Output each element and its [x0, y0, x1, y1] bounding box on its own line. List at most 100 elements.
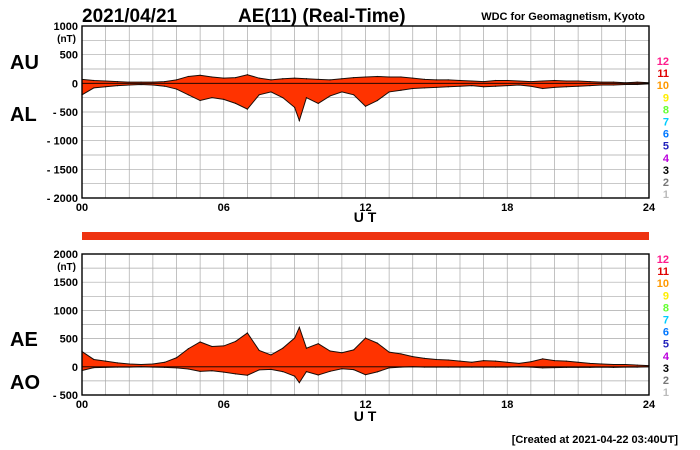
data-point-al [471, 85, 473, 87]
envelope-fill [82, 327, 649, 383]
x-tick-label: 24 [643, 399, 656, 411]
data-point-al [612, 84, 615, 86]
station-count-label: 7 [663, 117, 669, 129]
series-line-al [81, 83, 650, 123]
y-tick-label: 2000 [54, 249, 78, 261]
data-point-ae [282, 347, 284, 349]
data-point-al [317, 102, 319, 104]
x-tick-label: 00 [76, 399, 88, 411]
source-label: WDC for Geomagnetism, Kyoto [481, 11, 645, 23]
data-point-ae [164, 361, 166, 363]
plot-title: AE(11) (Real-Time) [238, 6, 406, 27]
y-tick-label: 1000 [54, 21, 78, 33]
station-count-label: 1 [663, 189, 669, 201]
data-point-au [553, 79, 556, 82]
data-point-ao [234, 373, 237, 375]
y-tick-label: 0 [72, 78, 78, 90]
data-point-ae [423, 357, 426, 359]
station-count-label: 10 [657, 278, 669, 290]
data-point-au [459, 79, 461, 82]
data-point-ae [258, 349, 260, 352]
data-point-au [223, 77, 225, 79]
data-point-ae [234, 340, 237, 343]
data-point-ao [93, 367, 95, 369]
station-count-label: 9 [663, 290, 669, 302]
station-count-label: 10 [657, 80, 669, 92]
data-point-ao [270, 368, 272, 370]
data-point-al [542, 87, 544, 90]
au-label: AU [10, 52, 39, 74]
data-point-al [175, 88, 178, 90]
data-point-ao [258, 369, 260, 371]
station-count-label: 4 [663, 351, 670, 363]
data-point-al [565, 86, 567, 88]
data-point-ao [187, 368, 189, 370]
plot-frame [81, 25, 650, 199]
data-point-ae [128, 363, 130, 365]
data-point-ae [388, 351, 390, 353]
data-point-ae [589, 362, 591, 365]
data-point-au [565, 80, 567, 82]
data-point-al [400, 89, 402, 91]
data-point-ae [294, 337, 296, 339]
data-point-au [447, 79, 449, 81]
station-count-label: 9 [663, 92, 669, 104]
data-point-ae [270, 354, 272, 356]
data-point-ao [353, 369, 355, 371]
unit-label: (nT) [57, 262, 76, 273]
data-point-ao [305, 370, 308, 373]
x-axis-label: U T [354, 209, 377, 225]
data-point-ae [341, 352, 343, 354]
data-point-ao [341, 368, 343, 370]
data-point-ae [317, 343, 319, 345]
y-tick-label: - 500 [53, 107, 78, 119]
y-tick-label: - 1500 [47, 164, 78, 176]
data-point-au [589, 81, 591, 83]
data-point-ae [140, 363, 142, 366]
station-count-label: 5 [663, 141, 669, 153]
x-axis-label: U T [354, 408, 377, 424]
data-point-au [164, 81, 166, 83]
data-point-al [364, 105, 367, 107]
data-point-al [636, 83, 638, 86]
data-point-au [506, 79, 508, 82]
data-point-ae [471, 361, 473, 363]
data-point-ae [494, 360, 497, 362]
data-point-al [211, 97, 213, 99]
unit-label: (nT) [57, 34, 76, 45]
data-point-al [412, 87, 414, 90]
data-point-al [518, 84, 520, 86]
data-point-ae [601, 363, 603, 365]
data-point-ae [542, 358, 544, 360]
data-point-al [116, 85, 119, 87]
data-point-ae [483, 359, 485, 362]
y-tick-label: 500 [60, 334, 78, 346]
data-point-au [317, 78, 319, 80]
data-point-al [483, 86, 485, 88]
station-count-label: 3 [663, 363, 669, 375]
data-point-au [483, 81, 485, 83]
data-point-al [447, 86, 449, 88]
station-count-label: 2 [663, 177, 669, 189]
data-point-al [388, 91, 390, 93]
data-point-au [234, 77, 237, 79]
data-point-au [152, 81, 154, 83]
data-point-ae [329, 350, 331, 352]
ao-label: AO [10, 372, 40, 394]
data-point-ae [400, 353, 402, 355]
station-count-label: 11 [657, 68, 669, 80]
al-label: AL [10, 104, 37, 126]
data-point-ao [246, 374, 248, 376]
data-point-au [187, 75, 189, 78]
data-point-au [140, 81, 142, 83]
data-point-ao [317, 374, 319, 376]
station-count-label: 6 [663, 129, 669, 141]
data-point-ae [211, 345, 213, 348]
x-tick-label: 12 [359, 399, 371, 411]
data-point-ao [376, 371, 378, 373]
y-tick-label: - 500 [53, 390, 78, 402]
x-tick-label: 06 [218, 399, 230, 411]
station-count-label: 12 [657, 56, 669, 68]
data-point-au [577, 80, 579, 82]
